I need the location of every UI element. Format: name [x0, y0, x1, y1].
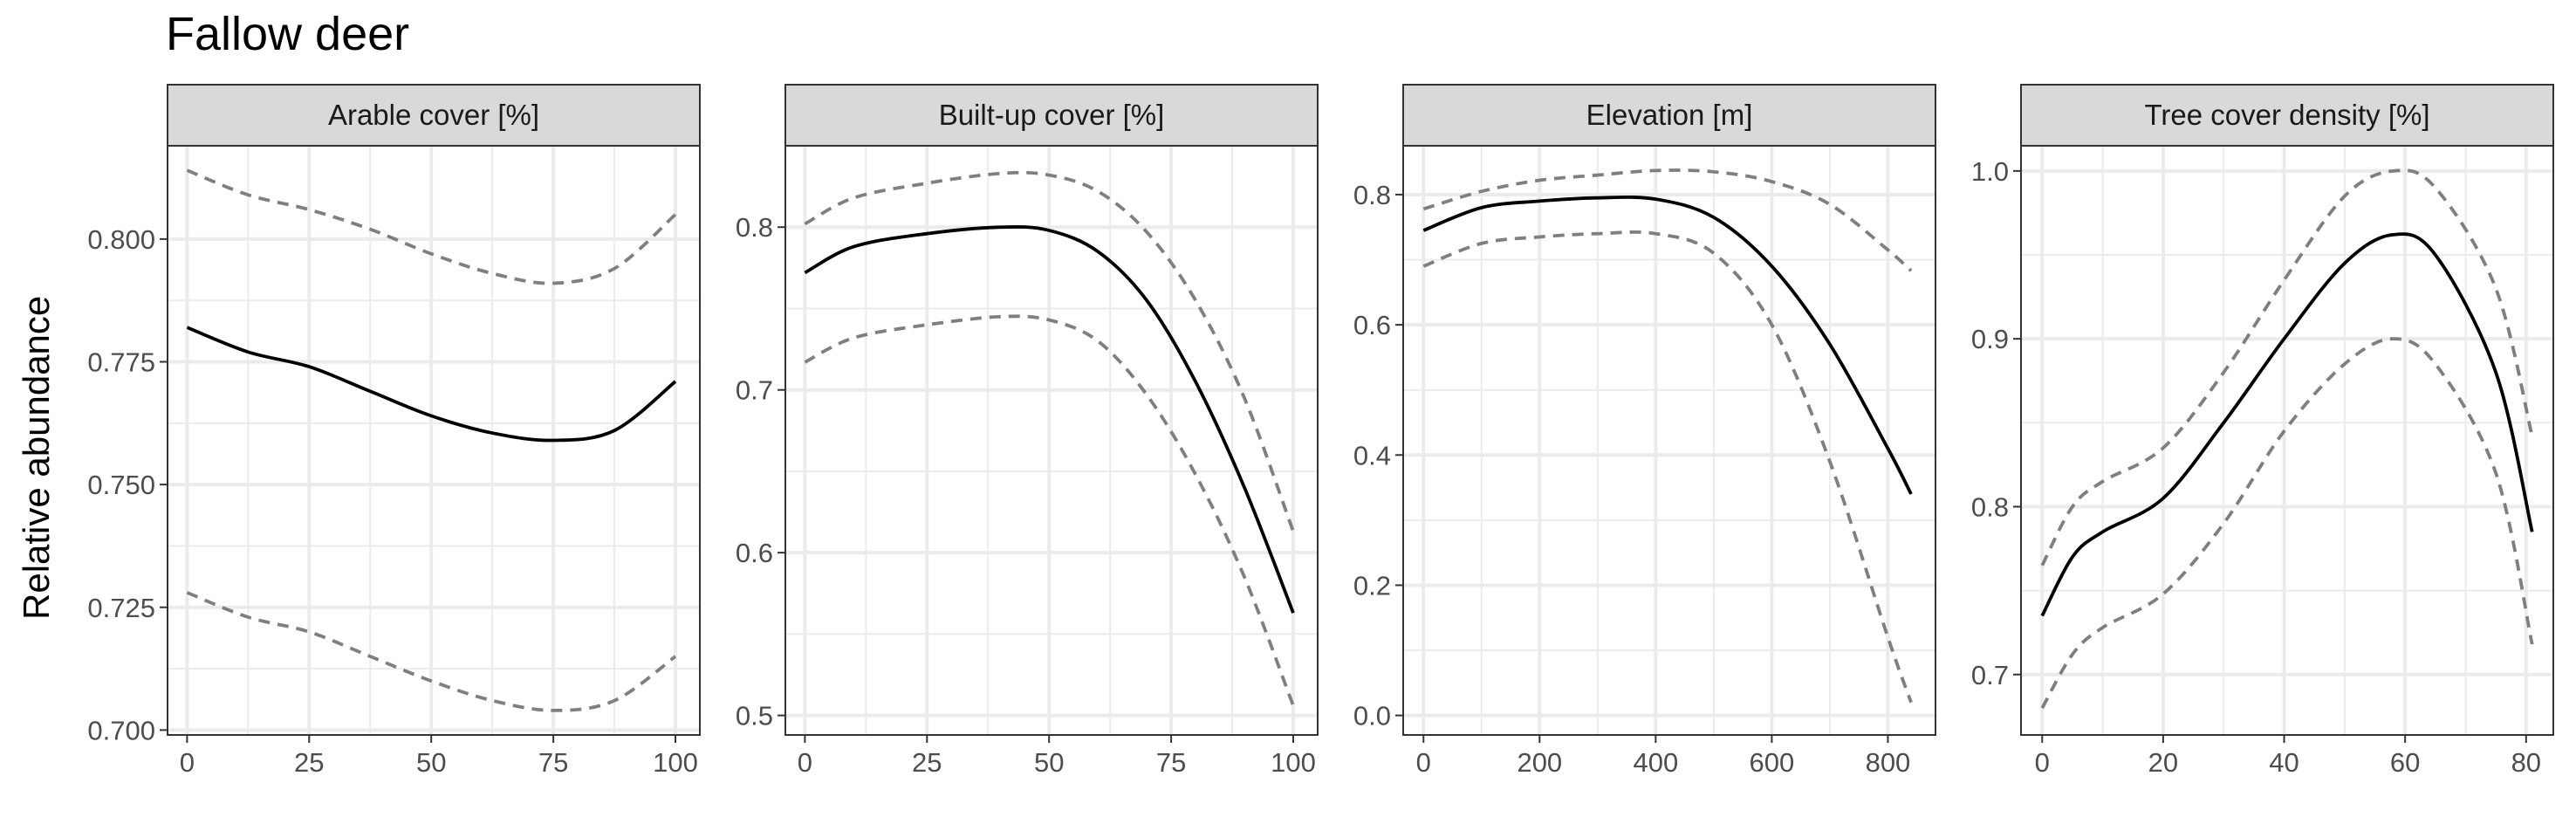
- panel-4-fit-line: [2040, 232, 2534, 617]
- panel-1-fit-line: [186, 326, 677, 443]
- panel-2-y-tick-label: 0.7: [736, 375, 773, 406]
- panel-3-x-tick-label: 200: [1517, 747, 1562, 778]
- panel-3-y-tick-label: 0.0: [1353, 701, 1391, 731]
- panel-3-x-tick-label: 0: [1416, 747, 1431, 778]
- panel-1-strip-label: Arable cover [%]: [328, 99, 539, 131]
- panel-4-y-tick-label: 0.7: [1971, 660, 2009, 690]
- panel-1-x-tick-label: 50: [416, 747, 446, 778]
- panel-2-strip: [784, 84, 1319, 147]
- panel-2-x-tick-label: 50: [1034, 747, 1064, 778]
- chart-title: Fallow deer: [166, 8, 410, 60]
- panel-1-strip: [167, 84, 701, 147]
- panel-3-upper-line: [1422, 168, 1913, 272]
- panel-1-x-tick-label: 100: [653, 747, 698, 778]
- panel-2-y-tick-label: 0.5: [736, 701, 773, 731]
- panel-3-y-tick-label: 0.6: [1353, 310, 1391, 340]
- panel-1-x-tick-label: 0: [180, 747, 195, 778]
- panel-1-y-tick-label: 0.775: [87, 347, 155, 378]
- panel-2-x-tick-label: 25: [912, 747, 942, 778]
- panel-3-x-tick-label: 400: [1634, 747, 1679, 778]
- panel-4-x-tick-label: 0: [2035, 747, 2050, 778]
- panel-4-x-tick-label: 40: [2269, 747, 2299, 778]
- panel-4-y-tick-label: 0.9: [1971, 324, 2009, 354]
- panel-4-y-tick-label: 0.8: [1971, 491, 2009, 522]
- panel-3-y-tick-label: 0.4: [1353, 440, 1391, 470]
- panel-4-y-tick-label: 1.0: [1971, 156, 2009, 187]
- panel-2-x-tick-label: 75: [1156, 747, 1186, 778]
- panel-3-y-tick-label: 0.8: [1353, 180, 1391, 210]
- panel-4-strip-label: Tree cover density [%]: [2144, 99, 2429, 131]
- panel-3-strip-label: Elevation [m]: [1586, 99, 1753, 131]
- panel-3-strip: [1402, 84, 1936, 147]
- panel-2-strip-label: Built-up cover [%]: [939, 99, 1165, 131]
- panel-3-lower-line: [1422, 230, 1913, 704]
- panel-4-x-tick-label: 80: [2511, 747, 2541, 778]
- panel-3-x-tick-label: 800: [1866, 747, 1911, 778]
- panel-3-y-tick-label: 0.2: [1353, 570, 1391, 601]
- panel-1-y-tick-label: 0.725: [87, 593, 155, 623]
- panel-2-upper-line: [804, 170, 1295, 532]
- panel-2-y-tick-label: 0.6: [736, 538, 773, 568]
- panel-1-y-tick-label: 0.750: [87, 470, 155, 500]
- panel-1-upper-line: [186, 168, 677, 285]
- panel-1-x-tick-label: 75: [538, 747, 568, 778]
- panel-2-fit-line: [804, 224, 1295, 614]
- panel-4-lower-line: [2040, 337, 2534, 710]
- panel-4-upper-line: [2040, 168, 2534, 566]
- panel-4-frame: [2020, 145, 2554, 736]
- panel-1-y-tick-label: 0.800: [87, 224, 155, 255]
- panel-4-strip: [2020, 84, 2554, 147]
- panel-1-lower-line: [186, 591, 677, 712]
- panel-1-x-tick-label: 25: [294, 747, 324, 778]
- panel-2-lower-line: [804, 314, 1295, 707]
- panel-2-x-tick-label: 0: [798, 747, 812, 778]
- panel-4-x-tick-label: 20: [2148, 747, 2178, 778]
- panel-1-y-tick-label: 0.700: [87, 715, 155, 745]
- panel-3-fit-line: [1422, 195, 1913, 495]
- panel-2-x-tick-label: 100: [1271, 747, 1316, 778]
- panel-4-x-tick-label: 60: [2390, 747, 2420, 778]
- panel-2-y-tick-label: 0.8: [736, 212, 773, 243]
- panel-3-x-tick-label: 600: [1750, 747, 1795, 778]
